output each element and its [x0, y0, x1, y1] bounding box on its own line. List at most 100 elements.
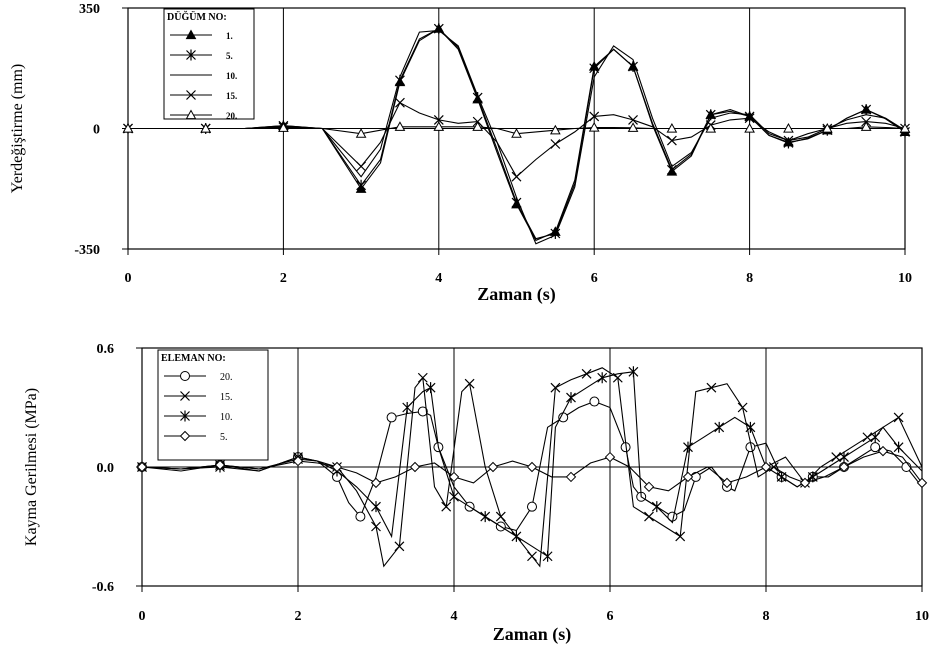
legend-label: 10.	[226, 71, 237, 81]
data-point	[370, 477, 382, 489]
data-point	[417, 406, 428, 417]
legend-label: 15.	[220, 392, 233, 403]
data-point	[744, 110, 755, 122]
x-tick-label: 6	[607, 609, 614, 624]
data-point	[870, 442, 881, 453]
legend-label: 20.	[220, 372, 233, 383]
data-point	[744, 122, 755, 133]
data-point	[550, 382, 561, 393]
series-line	[128, 126, 906, 135]
legend-marker	[186, 49, 196, 61]
legend-box	[157, 349, 269, 461]
data-point	[666, 122, 678, 133]
legend-label: 20.	[226, 111, 237, 121]
data-point	[511, 171, 522, 182]
data-point	[331, 461, 343, 473]
legend-label: 15.	[226, 91, 237, 101]
legend-label: 5.	[220, 432, 228, 443]
series-5.	[136, 445, 928, 493]
data-point	[838, 461, 850, 473]
series-line	[128, 28, 906, 240]
x-tick-label: 2	[295, 609, 302, 624]
x-axis-label: Zaman (s)	[493, 624, 572, 645]
data-point	[395, 97, 405, 108]
y-tick-label: -350	[74, 243, 100, 258]
data-point	[566, 392, 576, 404]
data-point	[433, 121, 445, 131]
data-point	[839, 451, 849, 463]
data-point	[744, 113, 755, 124]
data-point	[589, 396, 600, 407]
data-point	[870, 431, 881, 443]
data-point	[200, 122, 212, 133]
data-point	[433, 114, 444, 125]
data-point	[682, 471, 694, 483]
y-axis-label: Yerdeğiştirme (mm)	[9, 64, 26, 193]
data-point	[472, 121, 483, 131]
data-point	[589, 111, 600, 122]
series-line	[141, 367, 923, 568]
legend: DÜĞÜM NO: 1. 5. 10. 15. 20.	[163, 8, 255, 121]
legend-title: DÜĞÜM NO:	[167, 10, 227, 23]
x-tick-label: 0	[125, 271, 132, 286]
data-point	[916, 477, 928, 489]
data-point	[861, 104, 872, 116]
data-point	[526, 461, 538, 473]
data-point	[643, 481, 655, 493]
data-point	[721, 477, 733, 489]
data-point	[860, 121, 872, 131]
chart-2: 0 2 4 6 8 10 0.6 0.0 -0.6 Zaman (s) Kayma Gerilmes…	[23, 342, 929, 645]
x-axis-label: Zaman (s)	[477, 284, 556, 305]
legend-marker	[180, 371, 190, 381]
data-point	[449, 491, 459, 503]
data-point	[760, 461, 772, 473]
data-point	[550, 124, 561, 135]
series-20.	[122, 121, 911, 138]
data-point	[464, 378, 475, 389]
data-point	[588, 121, 600, 132]
data-point	[394, 541, 405, 552]
data-point	[683, 441, 693, 453]
y-tick-label: -0.6	[92, 580, 114, 595]
data-point	[433, 23, 444, 35]
data-point	[644, 511, 654, 522]
data-point	[893, 412, 904, 423]
data-point	[799, 477, 811, 489]
data-point	[745, 421, 756, 433]
data-point	[737, 402, 748, 413]
data-point	[394, 121, 406, 131]
data-point	[542, 550, 553, 562]
data-point	[821, 122, 833, 133]
legend-box	[163, 8, 255, 120]
x-tick-label: 10	[898, 271, 912, 286]
y-tick-label: 0.0	[97, 461, 115, 476]
data-point	[136, 461, 148, 473]
data-point	[511, 128, 522, 138]
legend-marker	[186, 90, 196, 100]
data-point	[356, 179, 367, 191]
data-point	[776, 471, 787, 483]
data-point	[441, 501, 452, 512]
data-point	[371, 501, 381, 513]
x-tick-label: 4	[435, 271, 442, 286]
data-point	[472, 92, 483, 104]
legend-marker	[180, 391, 190, 401]
legend-label: 5.	[226, 51, 233, 61]
data-point	[651, 501, 662, 513]
data-point	[550, 139, 561, 149]
legend-title: ELEMAN NO:	[161, 353, 226, 364]
x-tick-label: 4	[451, 609, 458, 624]
data-point	[527, 501, 537, 512]
y-tick-label: 0	[93, 123, 100, 138]
data-point	[877, 445, 889, 457]
data-point	[714, 421, 725, 433]
data-point	[371, 521, 381, 532]
data-point	[214, 459, 226, 471]
x-tick-label: 2	[280, 271, 287, 286]
data-point	[783, 135, 794, 146]
data-point	[487, 461, 499, 473]
series-line	[128, 101, 906, 178]
data-point	[409, 461, 421, 473]
legend-label: 10.	[220, 412, 233, 423]
